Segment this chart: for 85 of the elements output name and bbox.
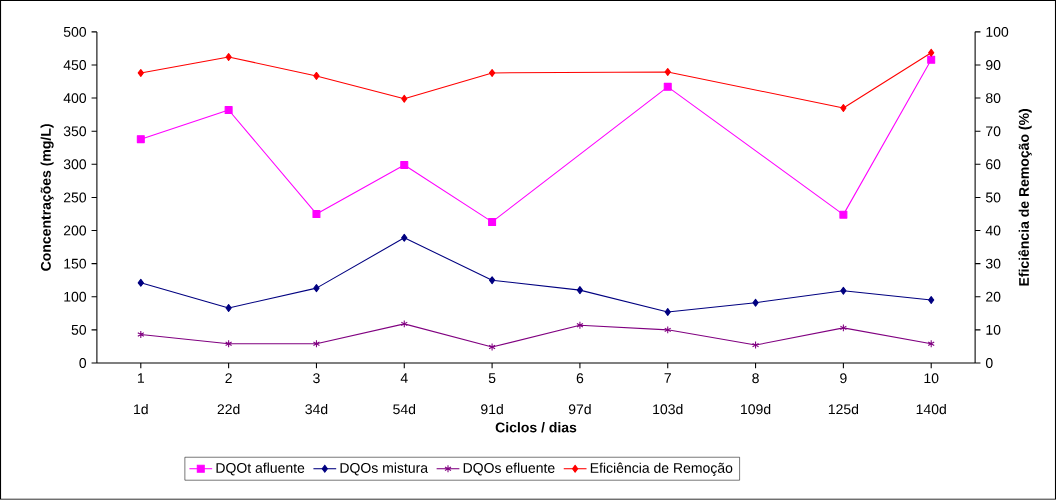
- point: [400, 319, 408, 328]
- y2-tick-label: 70: [986, 126, 1001, 137]
- point: [839, 210, 848, 219]
- y2-tick-label: 0: [985, 358, 993, 368]
- point: [928, 48, 935, 57]
- legend-label: DQOs mistura: [340, 462, 429, 476]
- y2-tick-label: 50: [985, 192, 1001, 203]
- point: [488, 343, 496, 352]
- point: [576, 286, 584, 295]
- point: [928, 296, 935, 305]
- point: [312, 339, 320, 348]
- x-tick-label: 8: [752, 373, 759, 384]
- point: [663, 82, 672, 91]
- y2-tick-label: 40: [985, 225, 1001, 236]
- y-tick-label: 450: [63, 60, 87, 71]
- y-tick-label: 50: [71, 324, 87, 335]
- y-axis-title: Concentrações (mg/L): [40, 124, 54, 271]
- point: [225, 304, 232, 313]
- point: [488, 217, 497, 226]
- point: [664, 325, 672, 334]
- x-tick-label: 6: [576, 373, 584, 384]
- x-tick-label: 2: [225, 373, 232, 384]
- y-tick-label: 250: [63, 192, 87, 203]
- text: 34d: [305, 403, 328, 415]
- x-axis-title: Ciclos / dias: [495, 422, 577, 433]
- y-tick-label: 500: [63, 26, 87, 37]
- point: [840, 104, 847, 113]
- point: [927, 339, 935, 348]
- y-tick-label: 200: [63, 225, 87, 236]
- y-tick-label: 0: [79, 358, 87, 368]
- y2-tick-label: 10: [986, 324, 1001, 335]
- point: [312, 210, 321, 219]
- y2-tick-label: 20: [986, 291, 1001, 302]
- point: [488, 276, 496, 285]
- y-tick-label: 300: [63, 159, 87, 170]
- text: 97d: [568, 403, 591, 415]
- point: [488, 68, 496, 77]
- point: [664, 308, 671, 317]
- point: [136, 135, 145, 144]
- y-tick-label: 150: [64, 258, 87, 269]
- x-tick-label: 1: [137, 373, 144, 383]
- x-tick-label: 4: [400, 373, 408, 383]
- y2-tick-label: 100: [986, 26, 1009, 37]
- point: [927, 55, 936, 64]
- text: 1d: [134, 403, 148, 415]
- y-tick-label: 350: [63, 126, 87, 137]
- y2-tick-label: 80: [985, 93, 1001, 104]
- point: [137, 330, 145, 339]
- point: [664, 67, 671, 76]
- point: [225, 53, 232, 62]
- text: 91d: [481, 403, 503, 415]
- y-tick-label: 400: [63, 93, 87, 104]
- y2-tick-label: 90: [986, 60, 1001, 71]
- text: 140d: [916, 403, 946, 415]
- text: 109d: [741, 403, 771, 415]
- point: [752, 298, 759, 307]
- point: [840, 286, 847, 295]
- legend-label: DQOs efluente: [463, 462, 555, 476]
- point: [225, 339, 233, 348]
- x-tick-label: 10: [924, 373, 939, 384]
- point: [224, 106, 233, 115]
- y2-tick-label: 30: [985, 258, 1001, 269]
- text: 125d: [828, 403, 859, 415]
- legend-label: DQOt afluente: [216, 462, 305, 476]
- point: [137, 68, 144, 77]
- y-tick-label: 100: [64, 291, 87, 302]
- x-tick-label: 3: [313, 373, 320, 384]
- x-tick-label: 5: [488, 373, 496, 384]
- point: [400, 161, 409, 170]
- point: [137, 278, 144, 287]
- text: 54d: [393, 403, 416, 415]
- point: [576, 321, 584, 330]
- y2-tick-label: 60: [986, 159, 1001, 170]
- point: [752, 341, 760, 350]
- x-tick-label: 9: [840, 373, 847, 384]
- point: [401, 94, 408, 103]
- y2-axis-title: Eficiência de Remoção (%): [1018, 109, 1032, 286]
- legend-label: Eficiência de Remoção: [590, 462, 733, 476]
- text: 22d: [217, 403, 240, 415]
- point: [401, 233, 408, 242]
- x-tick-label: 7: [664, 373, 671, 383]
- point: [313, 284, 320, 293]
- point: [839, 323, 847, 332]
- text: 103d: [653, 403, 683, 415]
- point: [313, 71, 320, 80]
